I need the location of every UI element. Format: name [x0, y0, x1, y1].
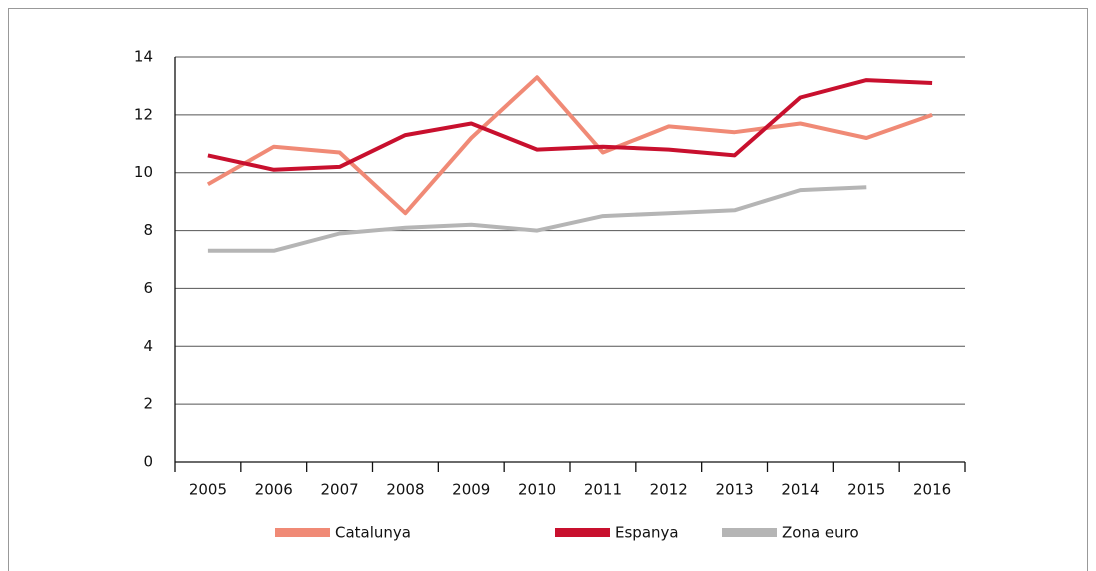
series-line: [207, 78, 933, 172]
legend-swatch: [275, 528, 330, 537]
x-tick-label: 2010: [518, 481, 556, 499]
legend-label: Espanya: [615, 524, 679, 542]
x-tick-label: 2013: [715, 481, 753, 499]
y-tick-label: 8: [143, 221, 153, 239]
x-tick-label: 2016: [913, 481, 951, 499]
y-tick-label: 6: [143, 279, 153, 297]
y-tick-label: 10: [134, 163, 153, 181]
y-tick-label: 0: [143, 453, 153, 471]
legend-swatch: [722, 528, 777, 537]
x-tick-label: 2005: [189, 481, 227, 499]
x-tick-label: 2015: [847, 481, 885, 499]
x-tick-label: 2014: [781, 481, 819, 499]
x-tick-label: 2007: [320, 481, 358, 499]
x-tick-label: 2009: [452, 481, 490, 499]
frame: [8, 8, 1088, 571]
y-tick-label: 2: [143, 395, 153, 413]
legend-label: Zona euro: [782, 524, 859, 542]
x-tick-label: 2011: [584, 481, 622, 499]
series-line: [207, 185, 867, 253]
y-tick-label: 4: [143, 337, 153, 355]
series-line: [206, 75, 933, 216]
legend-label: Catalunya: [335, 524, 411, 542]
x-tick-label: 2006: [255, 481, 293, 499]
x-tick-label: 2012: [650, 481, 688, 499]
x-tick-label: 2008: [386, 481, 424, 499]
y-tick-label: 12: [134, 105, 153, 123]
legend-swatch: [555, 528, 610, 537]
y-tick-label: 14: [134, 48, 153, 66]
